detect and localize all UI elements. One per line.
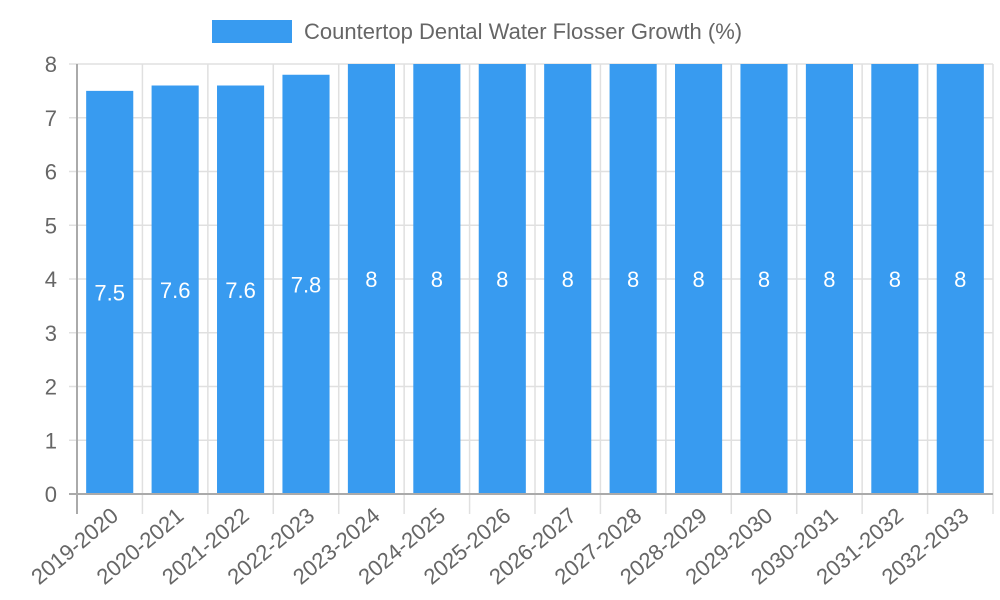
bars: 7.5 7.6 7.6 7.8 8 8 8 8 8 8 8 8 8 8 — [86, 64, 984, 494]
y-tick-label: 5 — [45, 213, 57, 238]
bar[interactable] — [871, 64, 919, 494]
bar[interactable] — [740, 64, 788, 494]
bar-value-label: 8 — [627, 267, 639, 292]
bar[interactable] — [413, 64, 461, 494]
gridlines — [69, 63, 994, 514]
legend-swatch — [212, 20, 292, 43]
bar[interactable] — [805, 64, 853, 494]
bar[interactable] — [936, 64, 984, 494]
y-tick-label: 7 — [45, 106, 57, 131]
bar[interactable] — [282, 74, 330, 494]
bar-value-label: 7.6 — [160, 278, 191, 303]
bar-value-label: 8 — [823, 267, 835, 292]
bar-value-label: 8 — [562, 267, 574, 292]
legend: Countertop Dental Water Flosser Growth (… — [212, 19, 742, 44]
bar[interactable] — [609, 64, 657, 494]
bar-value-label: 7.8 — [291, 272, 322, 297]
y-tick-label: 3 — [45, 321, 57, 346]
bar-value-label: 8 — [889, 267, 901, 292]
y-tick-label: 6 — [45, 160, 57, 185]
bar[interactable] — [217, 85, 265, 495]
bar-value-label: 7.6 — [225, 278, 256, 303]
y-tick-label: 8 — [45, 52, 57, 77]
bar[interactable] — [675, 64, 723, 494]
bar-value-label: 8 — [431, 267, 443, 292]
bar[interactable] — [478, 64, 526, 494]
bar-value-label: 8 — [758, 267, 770, 292]
y-tick-label: 1 — [45, 428, 57, 453]
bar[interactable] — [544, 64, 592, 494]
bar[interactable] — [151, 85, 199, 495]
axes — [69, 64, 993, 514]
legend-label: Countertop Dental Water Flosser Growth (… — [304, 19, 742, 44]
y-axis-ticks: 0 1 2 3 4 5 6 7 8 — [45, 52, 57, 507]
y-tick-label: 4 — [45, 267, 57, 292]
bar[interactable] — [347, 64, 395, 494]
y-tick-label: 0 — [45, 482, 57, 507]
bar-value-label: 8 — [365, 267, 377, 292]
bar-value-label: 8 — [496, 267, 508, 292]
y-tick-label: 2 — [45, 375, 57, 400]
bar-value-label: 7.5 — [94, 280, 125, 305]
x-axis-ticks: 2019-20202020-20212021-20222022-20232023… — [26, 503, 973, 590]
bar[interactable] — [86, 90, 134, 494]
bar-value-label: 8 — [954, 267, 966, 292]
bar-value-label: 8 — [692, 267, 704, 292]
